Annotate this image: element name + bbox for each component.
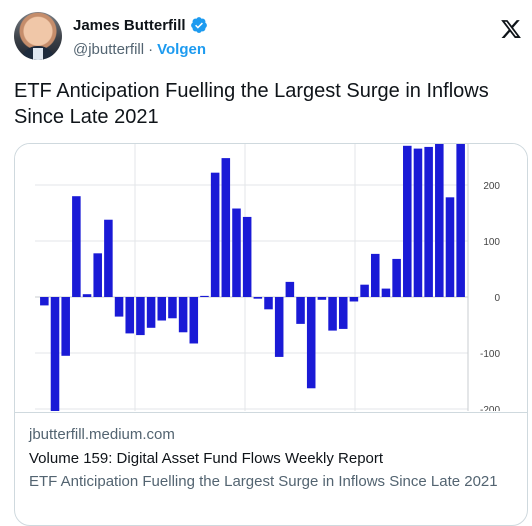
card-domain: jbutterfill.medium.com — [29, 426, 175, 443]
chart-bar — [306, 297, 316, 389]
chart-bar — [264, 297, 273, 310]
x-logo-icon[interactable] — [500, 18, 522, 40]
chart-bar — [274, 297, 284, 357]
chart-bar — [146, 297, 156, 328]
chart-bar — [136, 297, 145, 336]
y-tick-label: 100 — [483, 237, 500, 248]
chart-bar — [72, 196, 81, 297]
chart-bar — [82, 294, 92, 297]
verified-badge-icon — [190, 17, 207, 33]
handle-row: @jbutterfill · Volgen — [73, 41, 206, 58]
chart-bar — [50, 297, 60, 411]
author-handle[interactable]: @jbutterfill — [73, 41, 145, 58]
chart-bar — [338, 297, 348, 329]
card-description: ETF Anticipation Fuelling the Largest Su… — [29, 473, 498, 490]
card-title: Volume 159: Digital Asset Fund Flows Wee… — [29, 450, 384, 467]
chart-bar — [435, 144, 444, 297]
card-footer[interactable]: jbutterfill.medium.com Volume 159: Digit… — [15, 412, 527, 493]
chart-bar — [189, 297, 199, 344]
chart-bar — [381, 288, 391, 297]
chart-bar — [200, 295, 209, 297]
chart-bar — [104, 219, 113, 297]
chart-bar — [403, 145, 412, 297]
y-tick-label: -100 — [480, 349, 500, 360]
author-name[interactable]: James Butterfill — [73, 16, 186, 34]
separator-dot: · — [148, 41, 154, 58]
y-tick-label: 0 — [494, 293, 500, 304]
chart-bar — [285, 281, 295, 297]
chart-bar — [221, 158, 231, 297]
chart-bar — [424, 146, 433, 297]
tweet-text: ETF Anticipation Fuelling the Largest Su… — [14, 80, 489, 128]
tweet-header: James Butterfill @jbutterfill · Volgen — [14, 12, 524, 64]
chart-bar — [413, 148, 423, 297]
chart-bar — [232, 208, 241, 297]
chart-bar — [40, 297, 49, 306]
chart-bar — [349, 297, 359, 302]
y-tick-label: 200 — [483, 181, 500, 192]
chart-bar — [296, 297, 305, 324]
chart-bar — [328, 297, 337, 331]
chart-bar — [61, 297, 70, 356]
chart-bar — [392, 258, 401, 297]
chart-bar — [253, 297, 263, 299]
chart-bar — [456, 144, 465, 297]
chart-bar — [157, 297, 167, 321]
chart-bar — [242, 216, 252, 297]
bar-chart: 200 100 0 -100 -200 — [15, 144, 527, 411]
chart-bar — [178, 297, 188, 333]
chart-bar — [210, 172, 220, 297]
chart-bar — [114, 297, 124, 317]
chart-bar — [168, 297, 177, 319]
chart-bar — [317, 297, 327, 300]
chart-bar — [93, 253, 102, 297]
chart-bar — [445, 197, 455, 297]
avatar[interactable] — [14, 12, 62, 60]
chart-bar — [125, 297, 135, 334]
chart-bar — [360, 284, 369, 297]
follow-button[interactable]: Volgen — [157, 41, 206, 58]
chart-bar — [370, 253, 380, 297]
y-tick-label: -200 — [480, 405, 500, 411]
link-card[interactable]: 200 100 0 -100 -200 jbutterfill.medium.com V… — [14, 143, 528, 526]
author-name-row: James Butterfill — [73, 16, 208, 34]
